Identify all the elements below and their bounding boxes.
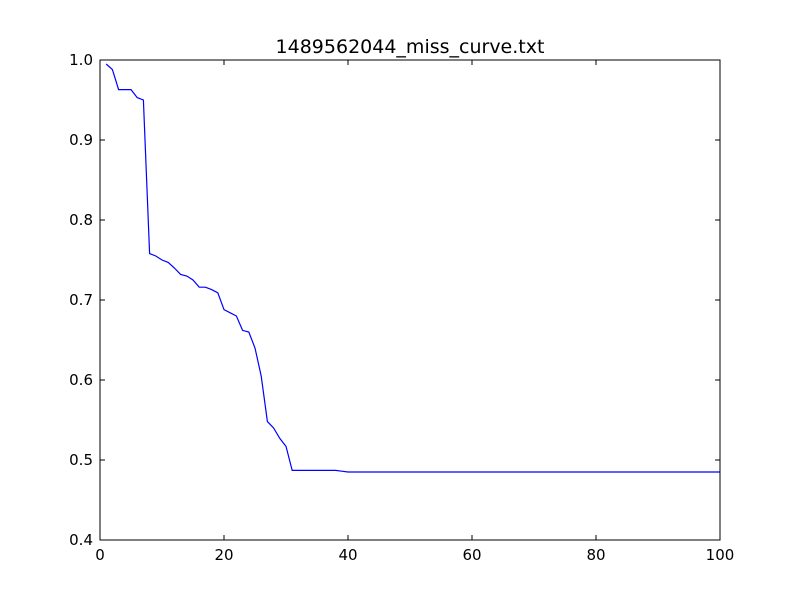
y-tick-label: 0.8 [69,211,93,229]
plot-area [105,63,720,473]
x-tick-label: 0 [95,546,105,564]
series-line-0 [105,63,720,473]
x-tick-label: 60 [462,546,481,564]
y-tick-label: 0.6 [69,371,93,389]
plot-frame [99,59,721,541]
x-tick-label: 100 [706,546,735,564]
x-tick-label: 40 [338,546,357,564]
y-tick-label: 0.9 [69,131,93,149]
y-tick-label: 0.4 [69,531,93,549]
y-tick-label: 0.7 [69,291,93,309]
x-tick-label: 20 [214,546,233,564]
x-tick-label: 80 [586,546,605,564]
y-tick-label: 1.0 [69,51,93,69]
y-tick-label: 0.5 [69,451,93,469]
axis-tick-labels: 0 20 40 60 80 100 0.4 0.5 0.6 0.7 0.8 0.9 1.0 [69,51,734,564]
chart-title: 1489562044_miss_curve.txt [276,36,545,58]
